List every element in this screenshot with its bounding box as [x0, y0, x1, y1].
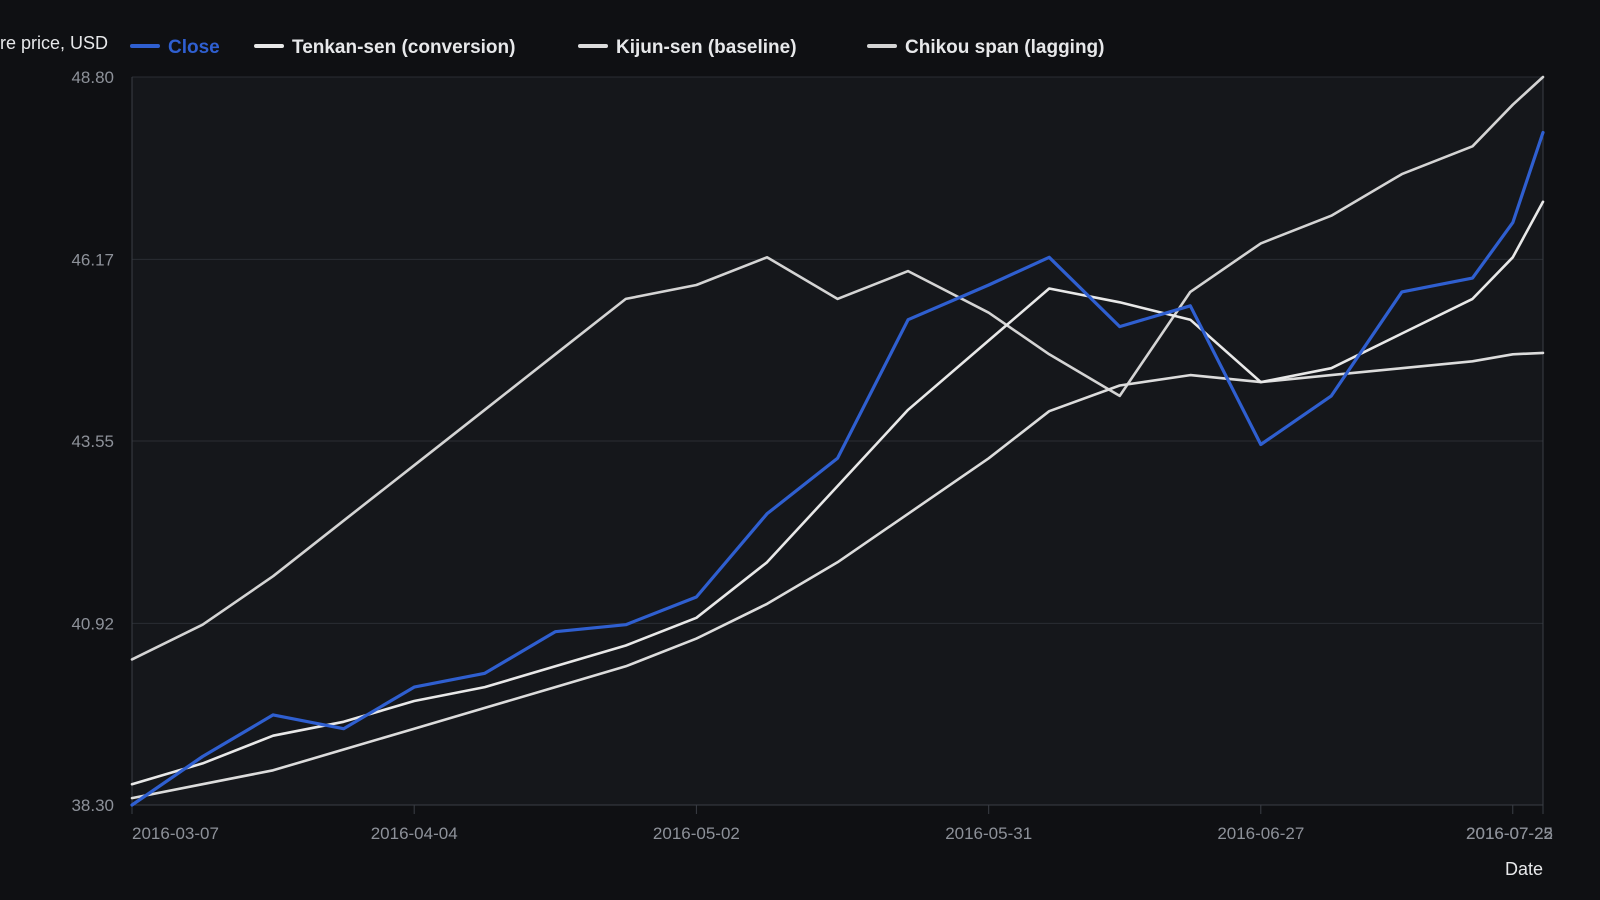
x-tick-label: 2016-07-22 — [1466, 824, 1553, 843]
series-line-kijun — [130, 351, 1545, 800]
series-line-close — [130, 130, 1545, 807]
y-axis-title: re price, USD — [0, 33, 108, 53]
y-tick-labels: 38.30 40.92 43.55 46.17 48.80 — [71, 68, 114, 815]
y-tick-label: 48.80 — [71, 68, 114, 87]
legend-label: Chikou span (lagging) — [905, 37, 1105, 58]
x-axis-title: Date — [1505, 859, 1543, 879]
x-tick-label: 2016-05-31 — [945, 824, 1032, 843]
x-tick-labels: 2016-03-07 2016-04-04 2016-05-02 2016-05-31… — [132, 824, 1553, 843]
series-line-chikou — [130, 75, 1545, 661]
series-line-tenkan — [130, 200, 1545, 786]
x-tick-label: 2016-03-07 — [132, 824, 219, 843]
y-tick-label: 40.92 — [71, 614, 114, 633]
legend-label: Tenkan-sen (conversion) — [292, 37, 515, 58]
x-tick-label: 2016-06-27 — [1217, 824, 1304, 843]
x-tick-label: 2016-04-04 — [371, 824, 458, 843]
legend: Close Tenkan-sen (conversion) Kijun-sen (b… — [130, 37, 1105, 58]
y-tick-label: 46.17 — [71, 250, 114, 269]
x-tick-label: 2016-07-25 — [1466, 824, 1553, 843]
legend-label: Kijun-sen (baseline) — [616, 37, 797, 58]
series-lines — [130, 75, 1545, 807]
y-tick-label: 38.30 — [71, 796, 114, 815]
x-tick-label: 2016-05-02 — [653, 824, 740, 843]
legend-label: Close — [168, 37, 220, 58]
y-tick-label: 43.55 — [71, 432, 114, 451]
